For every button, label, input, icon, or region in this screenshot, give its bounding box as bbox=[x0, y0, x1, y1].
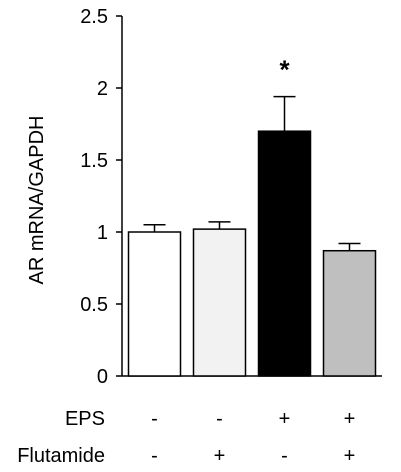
y-tick-label: 0.5 bbox=[80, 294, 108, 316]
bar-3 bbox=[257, 130, 312, 377]
bar-4 bbox=[322, 249, 377, 377]
y-axis-title: AR mRNA/GAPDH bbox=[26, 116, 48, 285]
condition-value: + bbox=[344, 445, 356, 467]
y-tick-label: 2 bbox=[97, 78, 108, 100]
condition-value: - bbox=[151, 408, 158, 430]
condition-value: - bbox=[281, 445, 288, 467]
y-tick-label: 1 bbox=[97, 222, 108, 244]
chart-axes: 0 0.5 1 1.5 2 2.5 AR mRNA/GAPDH bbox=[26, 6, 382, 388]
y-tick-label: 0 bbox=[97, 366, 108, 388]
condition-name: EPS bbox=[65, 408, 105, 430]
bar-1 bbox=[127, 231, 182, 377]
condition-value: + bbox=[214, 445, 226, 467]
chart-bars: * bbox=[127, 55, 377, 377]
condition-value: - bbox=[151, 445, 158, 467]
y-tick-label: 2.5 bbox=[80, 6, 108, 28]
condition-name: Flutamide bbox=[17, 445, 105, 467]
condition-labels: EPS - - + + Flutamide - + - + bbox=[17, 408, 355, 467]
bar-2 bbox=[192, 228, 247, 377]
y-tick-label: 1.5 bbox=[80, 150, 108, 172]
condition-value: + bbox=[279, 408, 291, 430]
condition-value: - bbox=[216, 408, 223, 430]
significance-marker: * bbox=[279, 55, 290, 85]
condition-value: + bbox=[344, 408, 356, 430]
